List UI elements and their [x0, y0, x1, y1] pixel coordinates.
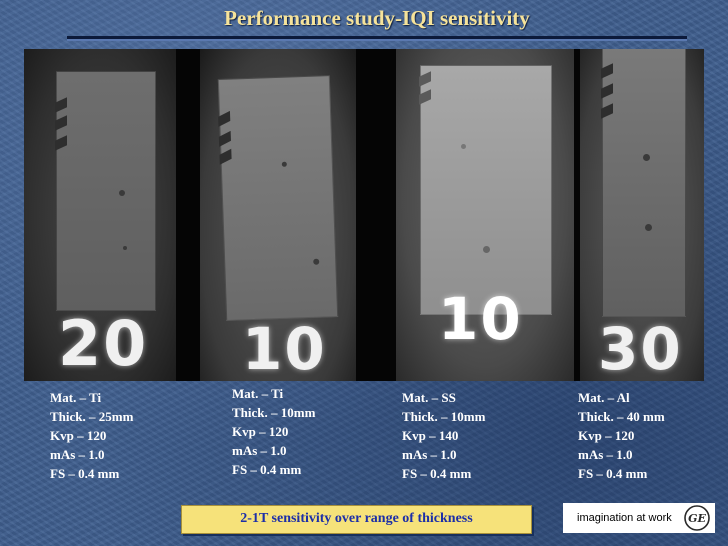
brand-tagline: imagination at work	[577, 512, 672, 524]
iqi-notch	[55, 97, 67, 113]
spec-mas: mAs – 1.0	[232, 443, 287, 458]
spec-thickness: Thick. – 10mm	[232, 405, 316, 420]
spec-thickness: Thick. – 25mm	[50, 409, 134, 424]
iqi-number: 10	[242, 315, 327, 381]
iqi-notch	[55, 135, 67, 151]
iqi-hole	[483, 246, 490, 253]
slide-title: Performance study-IQI sensitivity	[224, 6, 530, 30]
spec-block-3: Mat. – SS Thick. – 10mm Kvp – 140 mAs – …	[402, 388, 485, 483]
iqi-hole	[281, 161, 287, 167]
xray-image-strip: 20 10 10 30	[24, 49, 704, 381]
iqi-plate	[419, 65, 552, 315]
spec-mas: mAs – 1.0	[402, 447, 457, 462]
spec-kvp: Kvp – 120	[578, 428, 635, 443]
iqi-notch	[601, 63, 613, 79]
xray-panel-4: 30	[580, 49, 704, 381]
iqi-notch	[218, 130, 231, 147]
iqi-notch	[601, 83, 613, 99]
xray-panel-3: 10	[396, 49, 574, 381]
iqi-hole	[123, 246, 127, 250]
spec-kvp: Kvp – 120	[50, 428, 107, 443]
spec-mas: mAs – 1.0	[578, 447, 633, 462]
iqi-plate	[217, 75, 339, 321]
iqi-hole	[643, 154, 650, 161]
iqi-notch	[601, 103, 613, 119]
spec-block-1: Mat. – Ti Thick. – 25mm Kvp – 120 mAs – …	[50, 388, 133, 483]
title-bar: Performance study-IQI sensitivity	[67, 4, 687, 39]
iqi-notch	[218, 110, 231, 127]
iqi-notch	[419, 89, 431, 105]
spec-thickness: Thick. – 40 mm	[578, 409, 665, 424]
iqi-number: 20	[58, 307, 149, 380]
iqi-plate	[55, 71, 156, 311]
iqi-plate	[601, 49, 686, 317]
iqi-hole	[119, 190, 125, 196]
spec-focal-spot: FS – 0.4 mm	[402, 466, 472, 481]
spec-block-2: Mat. – Ti Thick. – 10mm Kvp – 120 mAs – …	[232, 384, 315, 479]
spec-material: Mat. – Ti	[232, 386, 284, 401]
iqi-hole	[645, 224, 652, 231]
ge-logo-text: GE	[688, 512, 706, 525]
spec-block-4: Mat. – Al Thick. – 40 mm Kvp – 120 mAs –…	[578, 388, 665, 483]
iqi-hole	[461, 144, 466, 149]
xray-panel-1: 20	[24, 49, 176, 381]
brand-footer: imagination at work GE	[563, 503, 715, 533]
summary-banner: 2-1T sensitivity over range of thickness	[181, 505, 532, 534]
xray-panel-2: 10	[200, 49, 356, 381]
spec-material: Mat. – SS	[402, 390, 456, 405]
spec-mas: mAs – 1.0	[50, 447, 105, 462]
iqi-notch	[55, 115, 67, 131]
spec-focal-spot: FS – 0.4 mm	[232, 462, 302, 477]
iqi-notch	[419, 71, 431, 87]
iqi-hole	[313, 258, 320, 265]
spec-material: Mat. – Ti	[50, 390, 102, 405]
spec-kvp: Kvp – 120	[232, 424, 289, 439]
spec-focal-spot: FS – 0.4 mm	[50, 466, 120, 481]
summary-banner-text: 2-1T sensitivity over range of thickness	[240, 511, 473, 526]
spec-thickness: Thick. – 10mm	[402, 409, 486, 424]
iqi-number: 10	[438, 285, 523, 353]
ge-logo-icon: GE	[684, 505, 710, 531]
spec-material: Mat. – Al	[578, 390, 630, 405]
iqi-number: 30	[598, 315, 683, 381]
spec-kvp: Kvp – 140	[402, 428, 459, 443]
iqi-notch	[219, 148, 232, 165]
spec-focal-spot: FS – 0.4 mm	[578, 466, 648, 481]
